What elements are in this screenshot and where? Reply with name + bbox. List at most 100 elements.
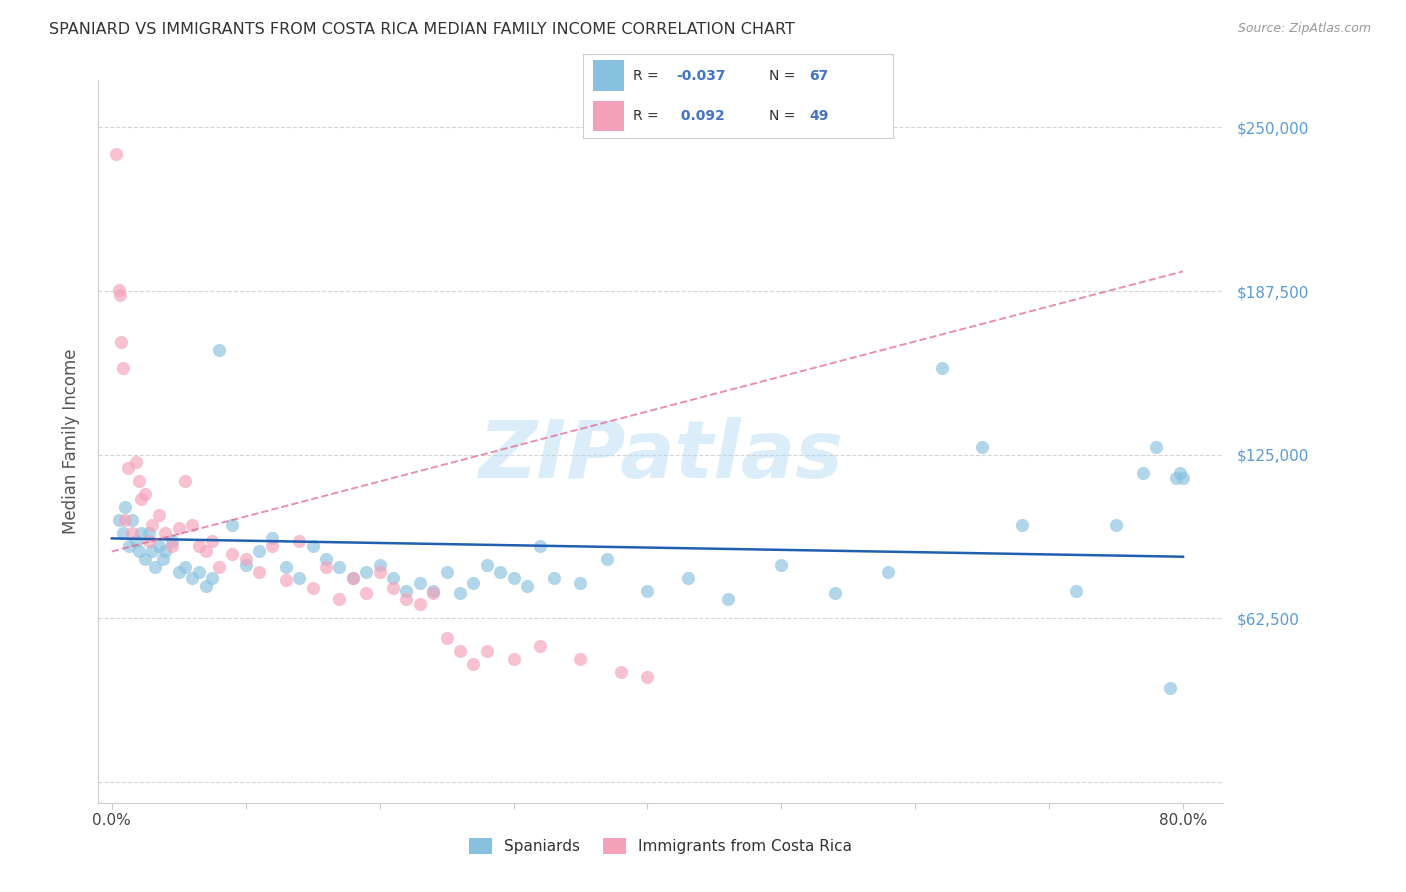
Point [489,566,512,580]
Point [155,544,177,558]
Legend: Spaniards, Immigrants from Costa Rica: Spaniards, Immigrants from Costa Rica [463,832,859,860]
Point [1144,440,1167,454]
Point [1170,466,1192,480]
Point [160,534,183,549]
Point [770,558,793,572]
Text: R =: R = [633,109,664,123]
Point [1159,681,1181,695]
Point [181,571,204,585]
Point [395,591,418,606]
Point [342,571,364,585]
Point [235,558,257,572]
Point [107,283,129,297]
Point [235,552,257,566]
Text: R =: R = [633,69,664,83]
Point [155,526,177,541]
Point [543,571,565,585]
Point [569,575,592,590]
Point [167,566,190,580]
Point [354,566,377,580]
Point [301,581,323,595]
Point [148,539,170,553]
Point [134,552,156,566]
Text: 0.092: 0.092 [676,109,725,123]
Text: Source: ZipAtlas.com: Source: ZipAtlas.com [1237,22,1371,36]
Point [502,652,524,666]
Point [1132,466,1154,480]
Point [422,586,444,600]
Point [194,578,217,592]
Point [502,571,524,585]
Text: 49: 49 [810,109,828,123]
Text: 67: 67 [810,69,828,83]
FancyBboxPatch shape [593,61,624,91]
Point [221,518,243,533]
Point [141,544,163,558]
Point [143,560,166,574]
Point [111,526,134,541]
Point [436,631,458,645]
Point [201,534,224,549]
Point [129,526,152,541]
Point [114,500,136,514]
Point [262,539,284,553]
Point [596,552,619,566]
Point [1011,518,1033,533]
Text: N =: N = [769,69,800,83]
Point [824,586,846,600]
Point [111,361,134,376]
Point [125,534,148,549]
Point [194,544,217,558]
Point [368,558,391,572]
Point [636,583,658,598]
Point [138,526,160,541]
Point [117,460,139,475]
Point [931,361,953,376]
Point [301,539,323,553]
Point [108,288,131,302]
Point [247,544,270,558]
Text: SPANIARD VS IMMIGRANTS FROM COSTA RICA MEDIAN FAMILY INCOME CORRELATION CHART: SPANIARD VS IMMIGRANTS FROM COSTA RICA M… [49,22,794,37]
Point [422,583,444,598]
Point [463,575,485,590]
Text: ZIPatlas: ZIPatlas [478,417,844,495]
Point [187,566,209,580]
Point [129,492,152,507]
Point [187,539,209,553]
Point [181,518,204,533]
Point [475,644,498,658]
Point [174,560,197,574]
Point [288,571,311,585]
Point [110,334,132,349]
Point [529,539,551,553]
Point [328,560,350,574]
Point [274,560,297,574]
Point [104,146,127,161]
Point [877,566,900,580]
Point [717,591,740,606]
Point [449,644,471,658]
Point [1171,471,1194,485]
Point [125,455,148,469]
Point [167,521,190,535]
Point [247,566,270,580]
Point [128,474,150,488]
Point [288,534,311,549]
Point [315,560,337,574]
Point [409,597,432,611]
Point [208,343,231,357]
Point [262,532,284,546]
Point [676,571,699,585]
Point [138,534,160,549]
Point [342,571,364,585]
Point [328,591,350,606]
Point [121,513,143,527]
Point [409,575,432,590]
Point [1064,583,1087,598]
Point [208,560,231,574]
Point [382,571,405,585]
Point [201,571,224,585]
Point [449,586,471,600]
Point [516,578,538,592]
Point [128,544,150,558]
